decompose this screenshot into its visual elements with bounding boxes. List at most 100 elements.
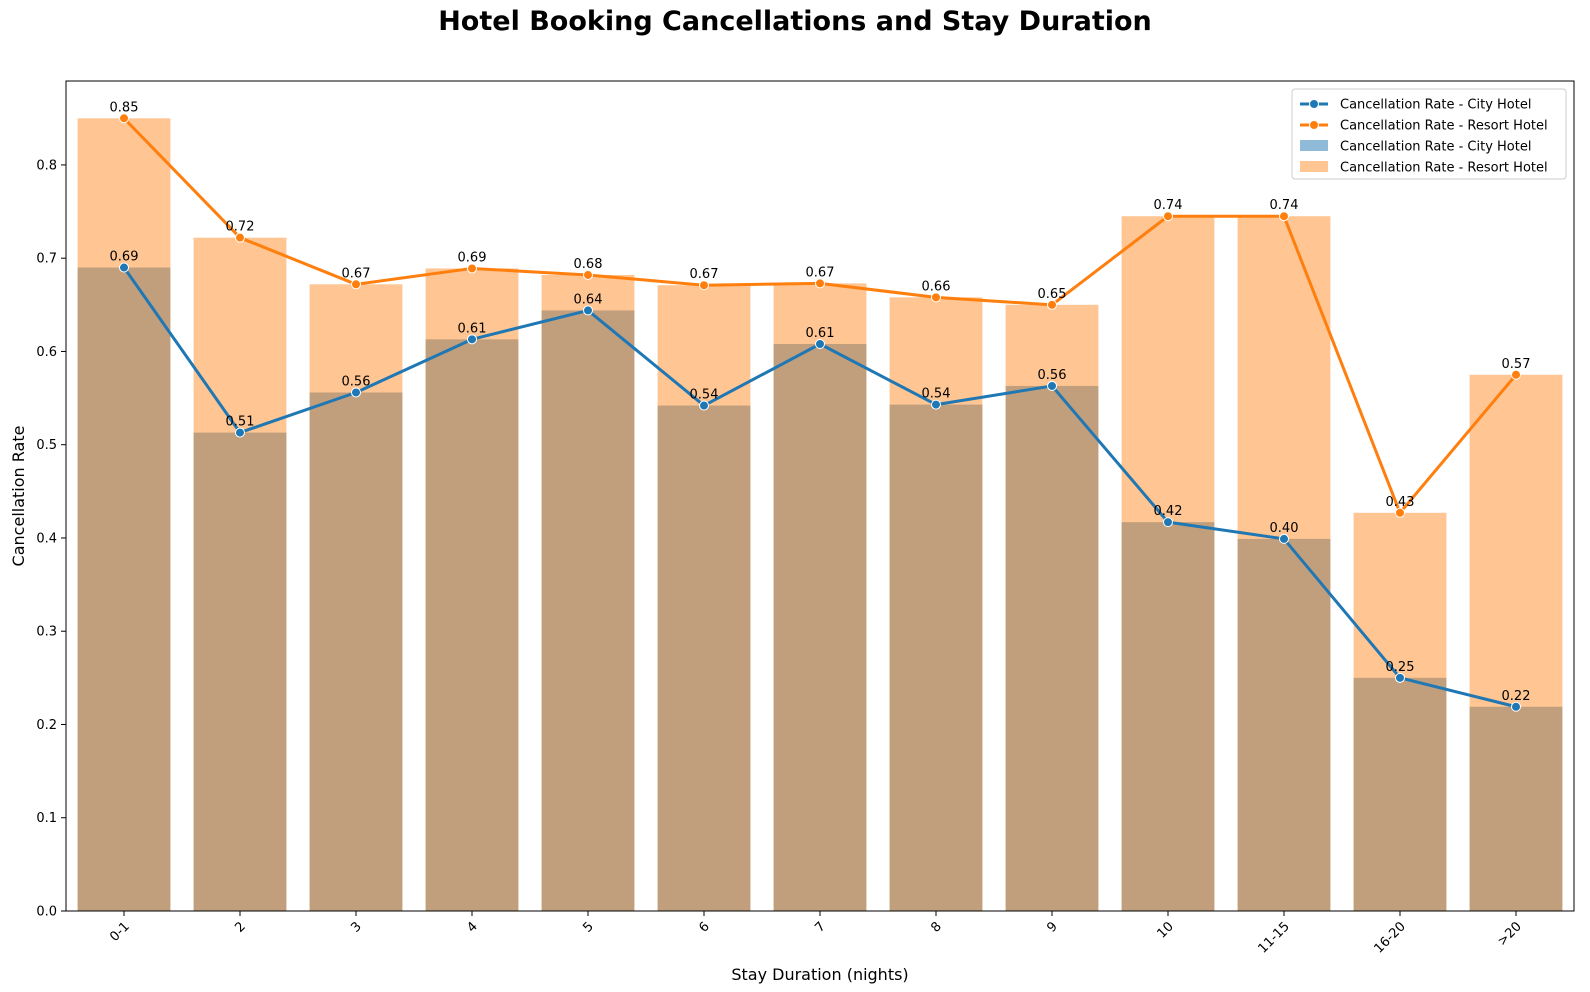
x-tick-label-5: 6 [696, 919, 712, 935]
bar-city-0 [77, 267, 171, 911]
bar-city-9 [1121, 522, 1215, 911]
point-city-7 [931, 399, 941, 410]
x-axis: 0-1 2 3 4 5 6 7 8 9 10 11-15 16-20 >20 [107, 911, 1525, 957]
point-resort-9 [1163, 211, 1173, 222]
bar-city-12 [1469, 706, 1563, 911]
legend-label-1: Cancellation Rate - Resort Hotel [1340, 119, 1548, 134]
x-tick-label-7: 8 [928, 919, 944, 935]
y-tick-label-4: 0.4 [36, 531, 57, 546]
data-label-city-0: 0.69 [110, 250, 139, 265]
bar-city-7 [889, 404, 983, 911]
bar-city-2 [309, 392, 403, 911]
data-label-resort-9: 0.74 [1154, 198, 1183, 213]
point-city-0 [119, 262, 129, 273]
point-resort-8 [1047, 299, 1057, 310]
x-tick-label-0: 0-1 [107, 919, 133, 945]
point-city-3 [467, 334, 477, 345]
x-tick-label-2: 3 [348, 919, 364, 935]
data-label-resort-4: 0.68 [574, 257, 603, 272]
lines-layer [119, 113, 1521, 712]
data-label-city-1: 0.51 [226, 415, 255, 430]
data-label-city-12: 0.22 [1502, 689, 1531, 704]
x-tick-label-12: >20 [1495, 919, 1525, 949]
data-label-city-3: 0.61 [458, 321, 487, 336]
data-label-city-9: 0.42 [1154, 504, 1183, 519]
data-label-city-7: 0.54 [922, 387, 951, 402]
chart-title: Hotel Booking Cancellations and Stay Dur… [438, 6, 1152, 37]
bar-resort-9 [1121, 216, 1215, 911]
y-tick-label-7: 0.7 [36, 252, 57, 267]
bar-city-1 [193, 432, 287, 911]
point-city-12 [1511, 701, 1521, 712]
bar-resort-3 [425, 268, 519, 911]
y-tick-label-0: 0.0 [36, 905, 57, 920]
point-resort-12 [1511, 369, 1521, 380]
point-resort-3 [467, 263, 477, 274]
bar-resort-10 [1237, 216, 1331, 911]
point-city-9 [1163, 517, 1173, 528]
point-resort-5 [699, 280, 709, 291]
data-label-resort-2: 0.67 [342, 266, 371, 281]
y-tick-label-6: 0.6 [36, 345, 57, 360]
x-tick-label-1: 2 [232, 919, 248, 935]
point-city-1 [235, 427, 245, 438]
bar-city-4 [541, 310, 635, 911]
data-label-resort-10: 0.74 [1270, 198, 1299, 213]
bar-city-6 [773, 343, 867, 911]
point-resort-0 [119, 113, 129, 124]
legend-marker-1 [1309, 120, 1319, 130]
bar-resort-11 [1353, 512, 1447, 911]
bar-city-11 [1353, 677, 1447, 911]
point-city-10 [1279, 533, 1289, 544]
point-city-4 [583, 305, 593, 316]
legend-bar-swatch-3 [1300, 161, 1328, 172]
y-tick-label-8: 0.8 [36, 158, 57, 173]
x-tick-label-8: 9 [1044, 919, 1060, 935]
x-tick-label-10: 11-15 [1256, 919, 1293, 956]
legend-box [1291, 88, 1567, 180]
data-label-city-5: 0.54 [690, 388, 719, 403]
point-resort-11 [1395, 507, 1405, 518]
x-tick-label-11: 16-20 [1372, 919, 1409, 956]
point-resort-4 [583, 269, 593, 280]
data-label-resort-11: 0.43 [1386, 495, 1415, 510]
point-city-8 [1047, 380, 1057, 391]
bars-layer [77, 118, 1563, 912]
legend-label-0: Cancellation Rate - City Hotel [1340, 98, 1531, 113]
point-resort-10 [1279, 211, 1289, 222]
legend-label-3: Cancellation Rate - Resort Hotel [1340, 161, 1548, 176]
legend-label-2: Cancellation Rate - City Hotel [1340, 140, 1531, 155]
legend: Cancellation Rate - City Hotel Cancellati… [1291, 88, 1567, 180]
x-axis-label: Stay Duration (nights) [731, 965, 908, 984]
data-label-resort-6: 0.67 [806, 265, 835, 280]
data-label-resort-8: 0.65 [1038, 287, 1067, 302]
y-tick-label-3: 0.3 [36, 625, 57, 640]
point-resort-6 [815, 278, 825, 289]
bar-resort-4 [541, 274, 635, 911]
bar-city-5 [657, 405, 751, 911]
y-tick-label-5: 0.5 [36, 438, 57, 453]
x-tick-label-6: 7 [812, 919, 828, 935]
bar-resort-0 [77, 118, 171, 912]
data-label-city-6: 0.61 [806, 326, 835, 341]
data-label-city-10: 0.40 [1270, 521, 1299, 536]
x-tick-label-3: 4 [464, 919, 480, 935]
point-city-11 [1395, 672, 1405, 683]
bar-city-3 [425, 339, 519, 912]
data-label-city-11: 0.25 [1386, 660, 1415, 675]
bar-city-10 [1237, 538, 1331, 911]
point-resort-2 [351, 279, 361, 290]
bar-resort-6 [773, 283, 867, 911]
data-label-resort-5: 0.67 [690, 267, 719, 282]
data-label-resort-1: 0.72 [226, 220, 255, 235]
y-axis-label: Cancellation Rate [9, 426, 28, 567]
x-tick-label-4: 5 [580, 919, 596, 935]
y-tick-label-2: 0.2 [36, 718, 57, 733]
point-city-5 [699, 400, 709, 411]
bar-resort-1 [193, 237, 287, 911]
legend-bar-swatch-2 [1300, 140, 1328, 151]
data-label-resort-3: 0.69 [458, 250, 487, 265]
data-label-city-8: 0.56 [1038, 368, 1067, 383]
point-resort-7 [931, 292, 941, 303]
data-label-city-4: 0.64 [574, 292, 603, 307]
